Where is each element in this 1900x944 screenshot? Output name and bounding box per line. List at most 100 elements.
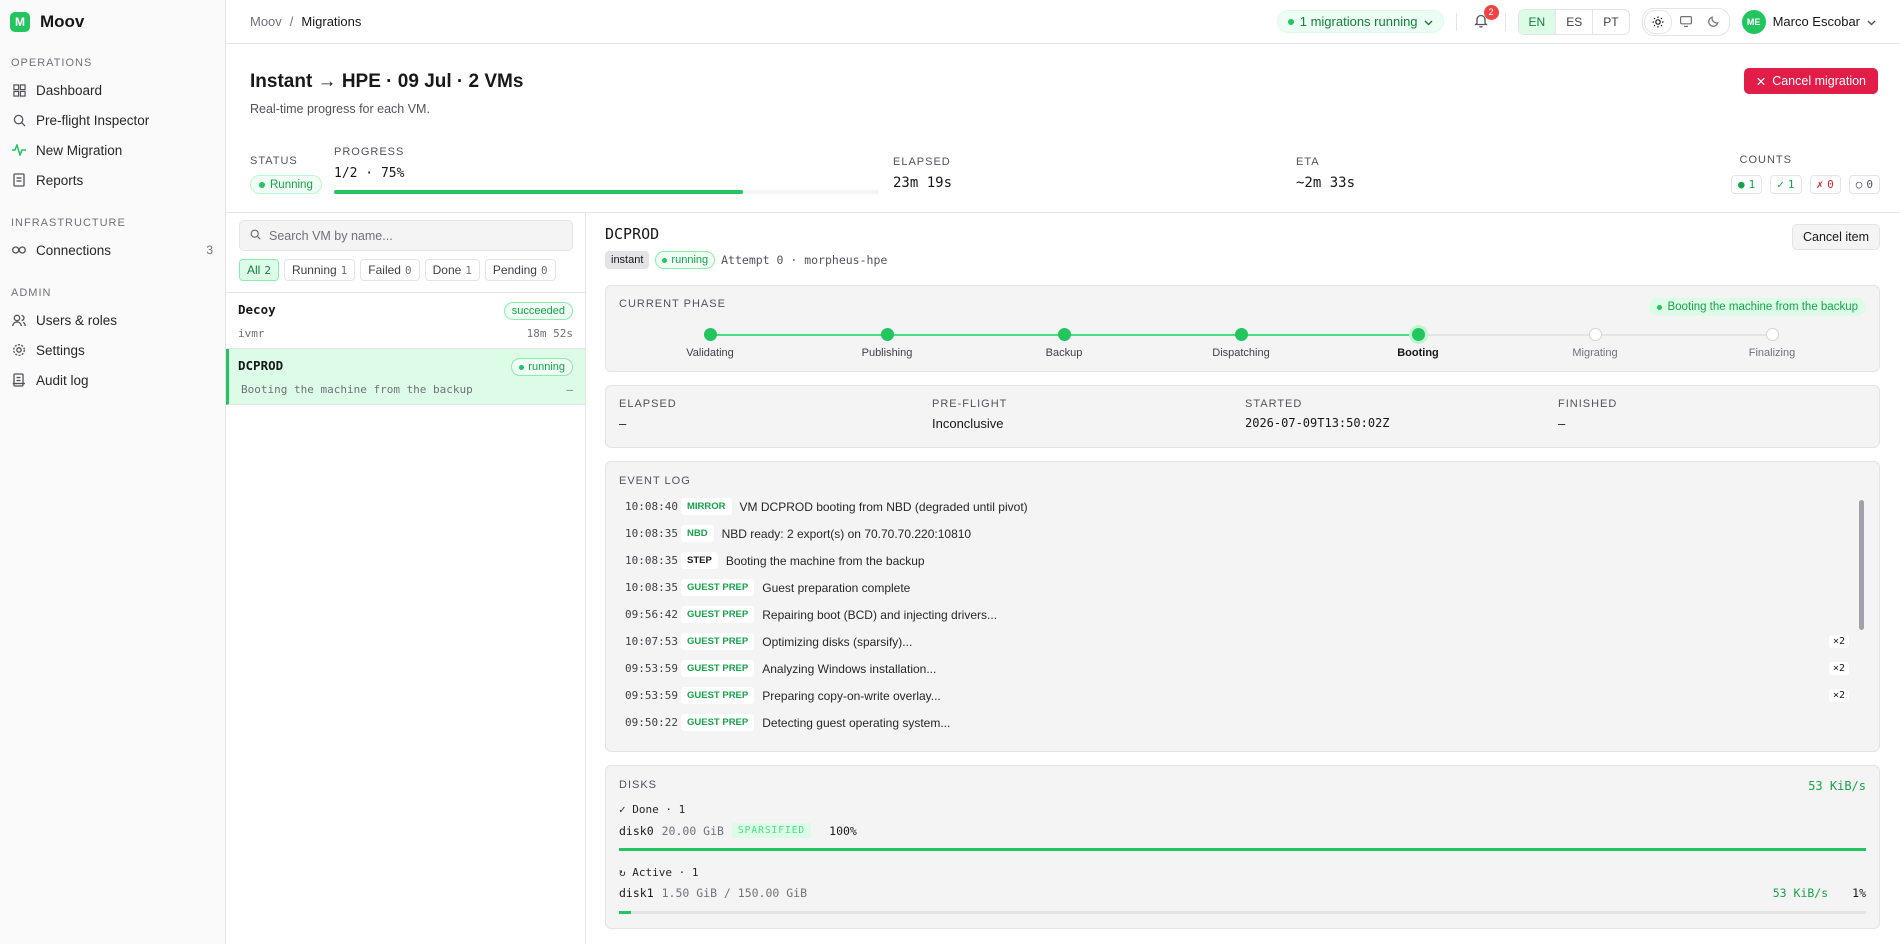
vm-status-label: running [528, 361, 565, 373]
avatar: ME [1741, 9, 1766, 34]
event-time: 09:53:59 [625, 689, 678, 702]
disks-speed: 53 KiB/s [1808, 779, 1866, 793]
phase-dot-icon [1411, 328, 1425, 341]
event-time: 10:08:40 [625, 500, 678, 513]
disks-card: DISKS 53 KiB/s ✓ Done · 1 disk0 20.00 Gi… [605, 765, 1880, 929]
log-icon [12, 373, 26, 387]
disks-label: DISKS [619, 779, 658, 791]
filter-label: Failed [368, 263, 401, 277]
disk-speed: 53 KiB/s [1772, 886, 1829, 900]
event-log-row: 10:08:35 GUEST PREP Guest preparation comp… [625, 574, 1849, 601]
event-message: VM DCPROD booting from NBD (degraded unt… [739, 499, 1028, 514]
filter-count: 1 [465, 263, 472, 277]
filter-pending[interactable]: Pending 0 [484, 259, 556, 281]
x-icon: ✗ [1816, 178, 1824, 191]
cancel-migration-button[interactable]: ✕ Cancel migration [1743, 68, 1878, 94]
running-dot-icon [1287, 18, 1294, 25]
vm-status-badge: succeeded [503, 302, 573, 320]
status-label: STATUS [250, 155, 298, 167]
event-log-scrollbar[interactable] [1859, 500, 1864, 630]
sidebar: M Moov OPERATIONS Dashboard Pre-flight I… [0, 0, 226, 944]
vm-detail: DCPROD instant running Attempt 0 · morph… [586, 213, 1900, 944]
filter-count: 0 [540, 263, 548, 277]
phase-step: Dispatching [1181, 328, 1301, 359]
brand[interactable]: M Moov [0, 0, 225, 44]
filter-all[interactable]: All 2 [239, 259, 279, 281]
info-label: PRE-FLIGHT [932, 398, 1008, 410]
cancel-item-button[interactable]: Cancel item [1792, 224, 1880, 250]
sidebar-item-preflight[interactable]: Pre-flight Inspector [0, 105, 225, 135]
phase-label: Backup [1045, 347, 1083, 359]
event-log-label: EVENT LOG [619, 475, 691, 487]
language-en[interactable]: EN [1518, 9, 1556, 34]
vm-list-item-decoy[interactable]: Decoy succeeded ivmr 18m 52s [226, 293, 585, 349]
language-es[interactable]: ES [1555, 9, 1592, 34]
sidebar-item-dashboard[interactable]: Dashboard [0, 75, 225, 105]
sidebar-item-audit-log[interactable]: Audit log [0, 365, 225, 395]
event-log-row: 10:08:40 MIRROR VM DCPROD booting from NBD… [625, 493, 1849, 520]
sidebar-item-new-migration[interactable]: New Migration [0, 135, 225, 165]
vm-sub: ivmr [238, 327, 265, 340]
filter-done[interactable]: Done 1 [424, 259, 480, 281]
notifications-button[interactable]: 2 [1469, 4, 1499, 34]
phase-dot-icon [1234, 328, 1248, 341]
vm-search[interactable]: Search VM by name... [239, 220, 573, 251]
breadcrumb-root[interactable]: Moov [250, 14, 282, 29]
phase-step: Publishing [827, 328, 947, 359]
progress-bar [334, 190, 879, 194]
disk-name: disk1 [619, 886, 654, 900]
sparsified-badge: SPARSIFIED [731, 823, 812, 838]
info-value: Inconclusive [932, 416, 1004, 431]
info-finished: FINISHED – [1558, 398, 1617, 431]
sidebar-item-users[interactable]: Users & roles [0, 305, 225, 335]
event-tag: GUEST PREP [681, 579, 755, 596]
disk-stats: 53 KiB/s 1% [1773, 886, 1866, 900]
filter-failed[interactable]: Failed 0 [360, 259, 420, 281]
filter-count: 1 [340, 263, 348, 277]
sun-icon[interactable] [1644, 10, 1671, 33]
progress-label: PROGRESS [334, 146, 405, 158]
attempt-info: Attempt 0 · morpheus-hpe [721, 253, 888, 267]
info-preflight: PRE-FLIGHT Inconclusive [932, 398, 1007, 431]
count-running-value: 1 [1748, 178, 1756, 191]
vm-detail-tags: instant running Attempt 0 · morpheus-hpe [605, 251, 887, 269]
event-message: Guest preparation complete [762, 580, 911, 595]
phase-step: Backup [1004, 328, 1124, 359]
vm-duration: 18m 52s [526, 327, 573, 340]
event-repeat-count: ×2 [1828, 635, 1849, 648]
count-pending: ○ 0 [1848, 175, 1880, 194]
status-label: running [671, 254, 709, 266]
sidebar-item-connections[interactable]: Connections 3 [0, 235, 225, 265]
disk-progress-active [619, 911, 1866, 914]
phase-label: Publishing [861, 347, 913, 359]
sidebar-item-settings[interactable]: Settings [0, 335, 225, 365]
current-phase-text: Booting the machine from the backup [1667, 301, 1858, 313]
event-log-row: 09:53:59 GUEST PREP Preparing copy-on-writ… [625, 682, 1849, 709]
event-time: 10:08:35 [625, 527, 678, 540]
sidebar-item-label: Pre-flight Inspector [36, 112, 150, 128]
sidebar-item-reports[interactable]: Reports [0, 165, 225, 195]
vm-list-item-dcprod[interactable]: DCPROD running Booting the machine from … [226, 349, 585, 405]
monitor-icon[interactable] [1673, 11, 1699, 33]
language-switcher: EN ES PT [1517, 8, 1630, 35]
connections-count: 3 [206, 243, 213, 257]
user-menu[interactable]: ME Marco Escobar [1741, 9, 1876, 34]
sidebar-item-label: Users & roles [36, 312, 118, 328]
filter-count: 0 [404, 263, 412, 277]
running-dot-icon [519, 364, 525, 370]
close-icon: ✕ [1755, 74, 1767, 89]
search-input[interactable]: Search VM by name... [269, 228, 393, 243]
breadcrumb-current: Migrations [301, 14, 362, 29]
disk-progress-done [619, 848, 1866, 851]
vm-info-card: ELAPSED – PRE-FLIGHT Inconclusive STARTED 2… [605, 385, 1880, 448]
filter-label: All [247, 263, 261, 277]
moon-icon[interactable] [1701, 11, 1727, 33]
event-message: Analyzing Windows installation... [762, 661, 937, 676]
event-tag: STEP [681, 552, 718, 569]
running-migrations-label: 1 migrations running [1299, 14, 1418, 29]
filter-running[interactable]: Running 1 [283, 259, 356, 281]
elapsed-label: ELAPSED [893, 156, 951, 168]
language-pt[interactable]: PT [1592, 9, 1628, 34]
phase-dot-icon [1765, 328, 1779, 341]
running-migrations-dropdown[interactable]: 1 migrations running [1276, 10, 1444, 33]
